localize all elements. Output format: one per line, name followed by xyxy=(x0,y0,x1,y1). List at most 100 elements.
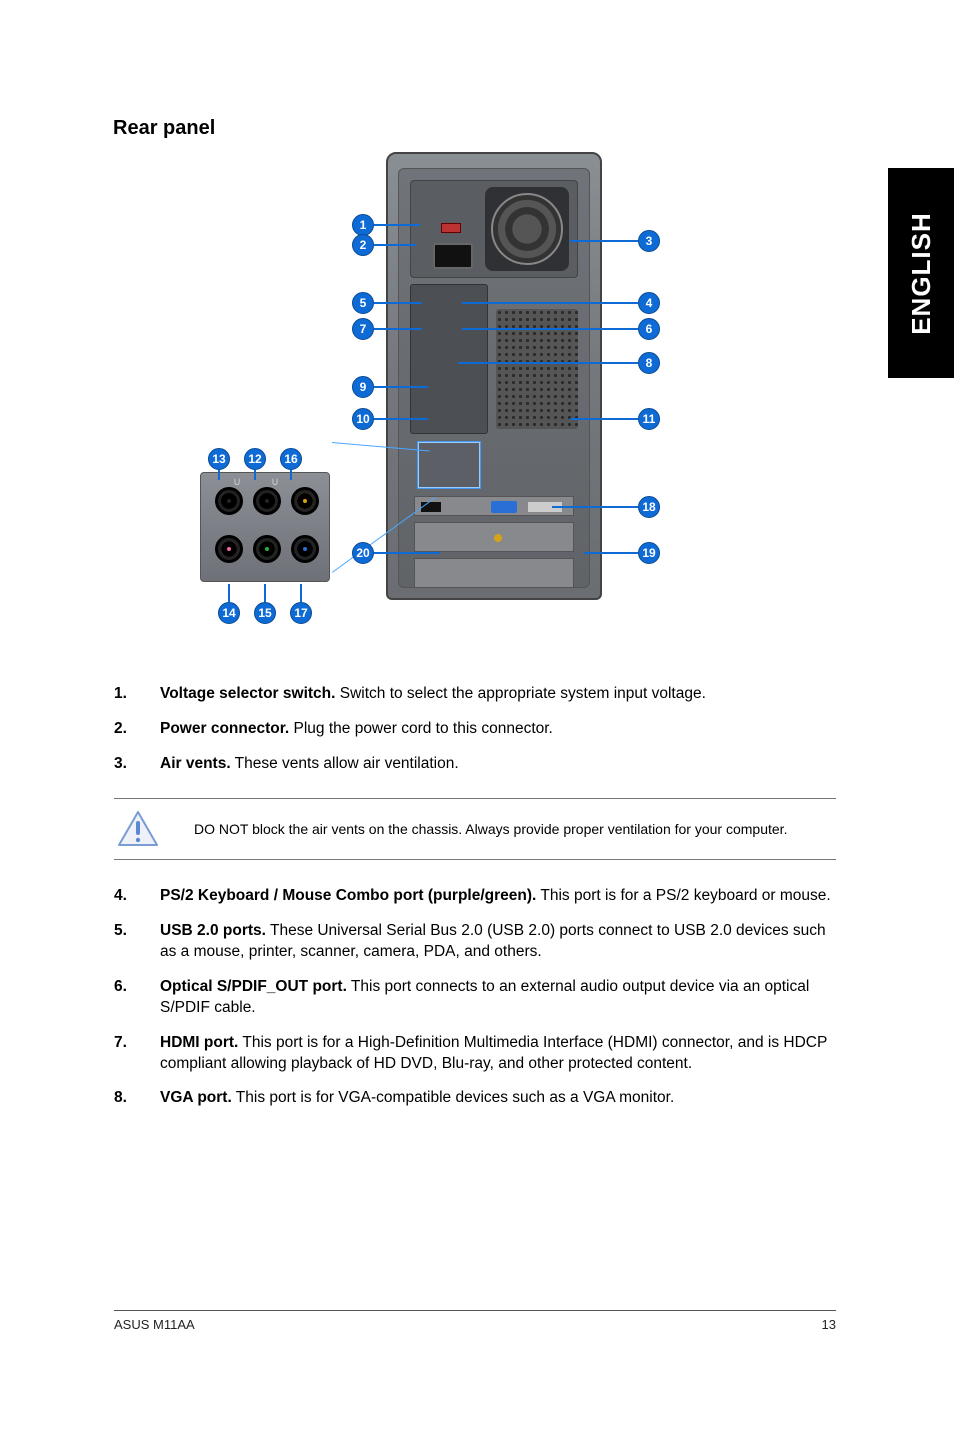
item-number: 2. xyxy=(114,719,160,740)
list-item: 2.Power connector. Plug the power cord t… xyxy=(114,719,836,740)
callout-leader xyxy=(374,244,416,246)
callout-badge: 11 xyxy=(638,408,660,430)
item-text: Optical S/PDIF_OUT port. This port conne… xyxy=(160,977,838,1019)
item-rest: This port is for a PS/2 keyboard or mous… xyxy=(536,887,830,904)
items-bottom: 4.PS/2 Keyboard / Mouse Combo port (purp… xyxy=(114,886,838,1123)
footer-page-number: 13 xyxy=(822,1317,836,1332)
items-top: 1.Voltage selector switch. Switch to sel… xyxy=(114,684,836,789)
item-rest: This port is for a High-Definition Multi… xyxy=(160,1034,827,1072)
callout-leader xyxy=(300,584,302,602)
audio-jack-icon xyxy=(253,487,281,515)
list-item: 3.Air vents. These vents allow air venti… xyxy=(114,754,836,775)
item-text: Power connector. Plug the power cord to … xyxy=(160,719,836,740)
item-text: PS/2 Keyboard / Mouse Combo port (purple… xyxy=(160,886,838,907)
psu-area xyxy=(410,180,578,278)
item-bold: PS/2 Keyboard / Mouse Combo port (purple… xyxy=(160,887,536,904)
callout-leader xyxy=(264,584,266,602)
callout-badge: 9 xyxy=(352,376,374,398)
callout-leader xyxy=(218,470,220,480)
callout-leader xyxy=(462,302,638,304)
item-rest: These vents allow air ventilation. xyxy=(231,755,459,772)
item-bold: USB 2.0 ports. xyxy=(160,922,266,939)
callout-badge: 8 xyxy=(638,352,660,374)
audio-zoom-panel: ∪∪ xyxy=(200,472,330,582)
language-tab: ENGLISH xyxy=(888,168,954,378)
link-arc-icon: ∪ xyxy=(233,475,241,488)
callout-badge: 1 xyxy=(352,214,374,236)
callout-leader xyxy=(374,386,428,388)
item-number: 5. xyxy=(114,921,160,963)
item-bold: VGA port. xyxy=(160,1089,232,1106)
rear-panel-diagram: ∪∪ 1257910203468111819131216141517 xyxy=(200,152,670,642)
item-number: 4. xyxy=(114,886,160,907)
callout-badge: 4 xyxy=(638,292,660,314)
page-footer: ASUS M11AA 13 xyxy=(114,1310,836,1332)
note-text: DO NOT block the air vents on the chassi… xyxy=(194,820,797,839)
list-item: 4.PS/2 Keyboard / Mouse Combo port (purp… xyxy=(114,886,838,907)
callout-badge: 5 xyxy=(352,292,374,314)
audio-jack-icon xyxy=(253,535,281,563)
note-box: DO NOT block the air vents on the chassi… xyxy=(114,798,836,860)
item-number: 8. xyxy=(114,1088,160,1109)
item-text: HDMI port. This port is for a High-Defin… xyxy=(160,1033,838,1075)
callout-badge: 12 xyxy=(244,448,266,470)
item-number: 3. xyxy=(114,754,160,775)
callout-leader xyxy=(290,470,292,480)
callout-badge: 16 xyxy=(280,448,302,470)
audio-jack-icon xyxy=(291,487,319,515)
callout-badge: 14 xyxy=(218,602,240,624)
item-number: 1. xyxy=(114,684,160,705)
item-text: Air vents. These vents allow air ventila… xyxy=(160,754,836,775)
item-rest: Plug the power cord to this connector. xyxy=(289,720,553,737)
item-bold: Power connector. xyxy=(160,720,289,737)
psu-fan xyxy=(485,187,569,271)
callout-leader xyxy=(228,584,230,602)
callout-leader xyxy=(374,552,440,554)
callout-leader xyxy=(552,506,638,508)
callout-badge: 17 xyxy=(290,602,312,624)
expansion-slot-2 xyxy=(414,522,574,552)
footer-model: ASUS M11AA xyxy=(114,1317,195,1332)
vent-grid xyxy=(496,309,578,429)
vga-port-icon xyxy=(491,501,517,513)
item-bold: HDMI port. xyxy=(160,1034,238,1051)
callout-leader xyxy=(374,328,422,330)
callout-badge: 15 xyxy=(254,602,276,624)
audio-jack-icon xyxy=(291,535,319,563)
callout-badge: 6 xyxy=(638,318,660,340)
callout-badge: 18 xyxy=(638,496,660,518)
item-bold: Voltage selector switch. xyxy=(160,685,335,702)
list-item: 7.HDMI port. This port is for a High-Def… xyxy=(114,1033,838,1075)
item-text: VGA port. This port is for VGA-compatibl… xyxy=(160,1088,838,1109)
callout-badge: 2 xyxy=(352,234,374,256)
audio-block xyxy=(418,442,480,488)
link-arc-icon: ∪ xyxy=(271,475,279,488)
item-number: 6. xyxy=(114,977,160,1019)
power-plug xyxy=(433,243,473,269)
item-number: 7. xyxy=(114,1033,160,1075)
item-bold: Optical S/PDIF_OUT port. xyxy=(160,978,347,995)
callout-leader xyxy=(374,224,420,226)
audio-jack-icon xyxy=(215,487,243,515)
callout-leader xyxy=(254,470,256,480)
item-text: USB 2.0 ports. These Universal Serial Bu… xyxy=(160,921,838,963)
wifi-antenna-icon xyxy=(494,534,502,542)
callout-badge: 13 xyxy=(208,448,230,470)
callout-badge: 19 xyxy=(638,542,660,564)
callout-badge: 20 xyxy=(352,542,374,564)
list-item: 8.VGA port. This port is for VGA-compati… xyxy=(114,1088,838,1109)
tower-outline xyxy=(386,152,602,600)
item-rest: This port is for VGA-compatible devices … xyxy=(232,1089,675,1106)
callout-badge: 7 xyxy=(352,318,374,340)
io-panel xyxy=(410,284,488,434)
callout-leader xyxy=(570,240,638,242)
list-item: 1.Voltage selector switch. Switch to sel… xyxy=(114,684,836,705)
callout-badge: 3 xyxy=(638,230,660,252)
callout-badge: 10 xyxy=(352,408,374,430)
callout-leader xyxy=(462,328,638,330)
callout-leader xyxy=(374,418,428,420)
item-text: Voltage selector switch. Switch to selec… xyxy=(160,684,836,705)
language-tab-text: ENGLISH xyxy=(906,212,937,335)
list-item: 5.USB 2.0 ports. These Universal Serial … xyxy=(114,921,838,963)
audio-jack-icon xyxy=(215,535,243,563)
